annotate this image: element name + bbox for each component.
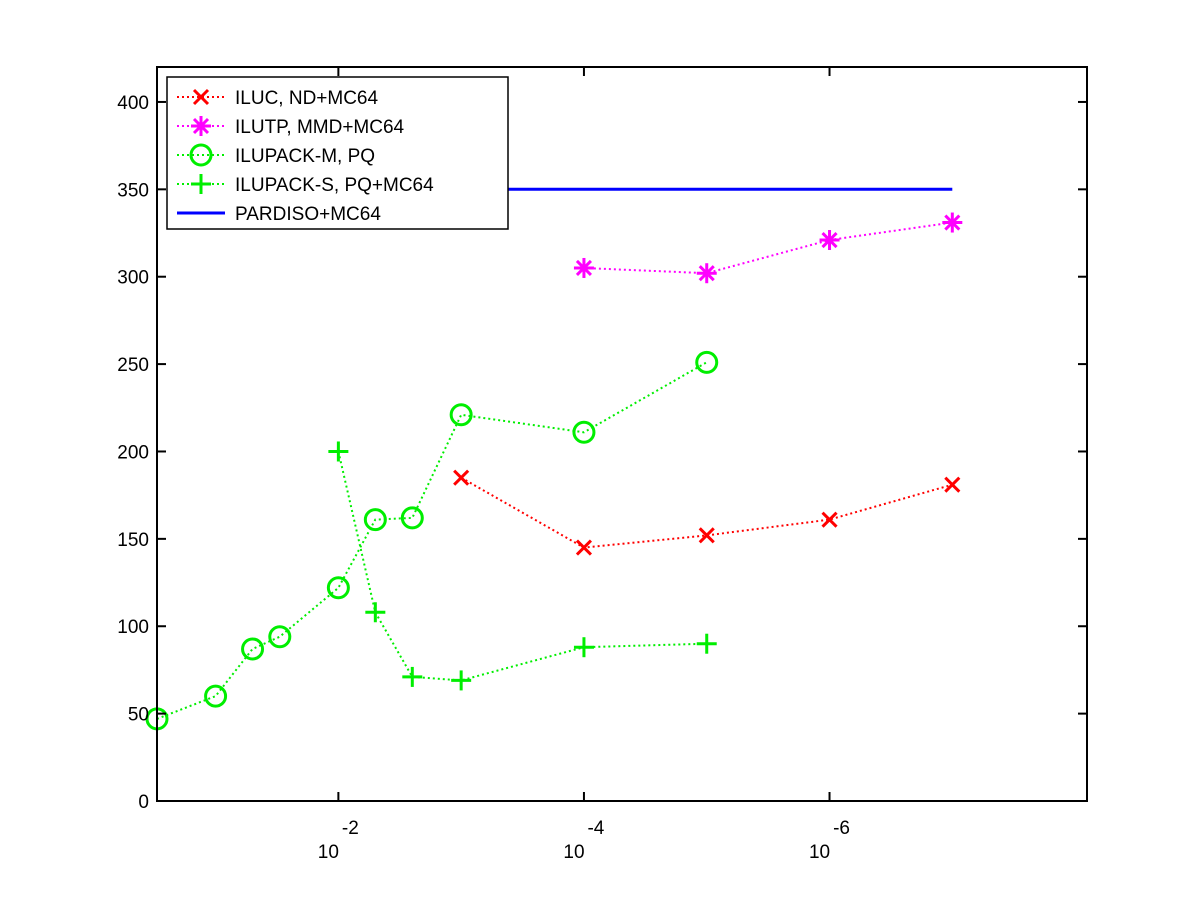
x-tick-base: 10 bbox=[563, 842, 584, 863]
legend-label: PARDISO+MC64 bbox=[235, 204, 381, 225]
series-3-point-10 bbox=[695, 350, 719, 374]
legend-label: ILUPACK-M, PQ bbox=[235, 146, 375, 167]
series-2-line bbox=[583, 221, 953, 275]
series-2-point-3 bbox=[819, 230, 840, 251]
series-2-point-2 bbox=[696, 263, 717, 284]
series-3-point-4 bbox=[268, 625, 292, 649]
series-1-point-1 bbox=[453, 469, 470, 486]
series-layer bbox=[145, 187, 963, 731]
y-tick-label: 50 bbox=[128, 705, 149, 726]
x-tick-exponent: -2 bbox=[342, 818, 359, 839]
series-2-point-4 bbox=[942, 212, 963, 233]
y-tick-label: 150 bbox=[117, 530, 149, 551]
x-tick-base: 10 bbox=[809, 842, 830, 863]
legend-label: ILUC, ND+MC64 bbox=[235, 88, 378, 109]
series-1 bbox=[453, 469, 961, 556]
series-1-point-4 bbox=[821, 511, 838, 528]
series-1-line bbox=[460, 476, 953, 549]
series-3-point-3 bbox=[241, 637, 265, 661]
series-4-point-5 bbox=[573, 637, 594, 658]
series-4-line bbox=[337, 451, 707, 682]
series-4-point-3 bbox=[402, 666, 423, 687]
series-3-point-9 bbox=[572, 420, 596, 444]
legend-label: ILUTP, MMD+MC64 bbox=[235, 117, 405, 138]
y-tick-label: 350 bbox=[117, 180, 149, 201]
legend-label: ILUPACK-S, PQ+MC64 bbox=[235, 175, 434, 196]
series-4-point-1 bbox=[328, 441, 349, 462]
series-3-point-2 bbox=[204, 684, 228, 708]
legend-swatch-marker bbox=[191, 116, 211, 136]
series-1-point-3 bbox=[698, 527, 715, 544]
series-3 bbox=[145, 350, 719, 731]
legend-item-4: ILUPACK-S, PQ+MC64 bbox=[177, 174, 434, 196]
legend: ILUC, ND+MC64 ILUTP, MMD+MC64 ILUPACK-M, P… bbox=[166, 76, 509, 230]
legend-item-3: ILUPACK-M, PQ bbox=[177, 143, 375, 167]
y-tick-label: 200 bbox=[117, 442, 149, 463]
y-tick-label: 300 bbox=[117, 268, 149, 289]
x-tick-exponent: -4 bbox=[587, 818, 604, 839]
series-4-point-2 bbox=[365, 602, 386, 623]
legend-swatch-marker bbox=[192, 88, 210, 106]
y-tick-label: 100 bbox=[117, 617, 149, 638]
legend-box bbox=[166, 76, 509, 230]
series-2-point-1 bbox=[573, 257, 594, 278]
series-4 bbox=[328, 441, 717, 691]
series-4-point-4 bbox=[451, 670, 472, 691]
y-tick-label: 400 bbox=[117, 93, 149, 114]
y-tick-label: 250 bbox=[117, 355, 149, 376]
x-tick-exponent: -6 bbox=[833, 818, 850, 839]
x-tick-base: 10 bbox=[318, 842, 339, 863]
plot-frame bbox=[156, 66, 1088, 802]
legend-item-5: PARDISO+MC64 bbox=[177, 204, 381, 225]
series-1-point-5 bbox=[944, 476, 961, 493]
y-tick-label: 0 bbox=[138, 792, 149, 813]
series-3-point-5 bbox=[326, 576, 350, 600]
series-3-point-8 bbox=[449, 403, 473, 427]
series-2 bbox=[573, 212, 963, 284]
series-1-point-2 bbox=[575, 539, 593, 556]
legend-item-1: ILUC, ND+MC64 bbox=[177, 88, 378, 109]
series-3-point-7 bbox=[400, 506, 424, 530]
series-4-point-6 bbox=[696, 633, 717, 654]
series-3-point-6 bbox=[363, 508, 387, 532]
legend-item-2: ILUTP, MMD+MC64 bbox=[177, 116, 405, 138]
legend-swatch-marker bbox=[191, 174, 211, 194]
legend-swatch-marker bbox=[189, 143, 213, 167]
